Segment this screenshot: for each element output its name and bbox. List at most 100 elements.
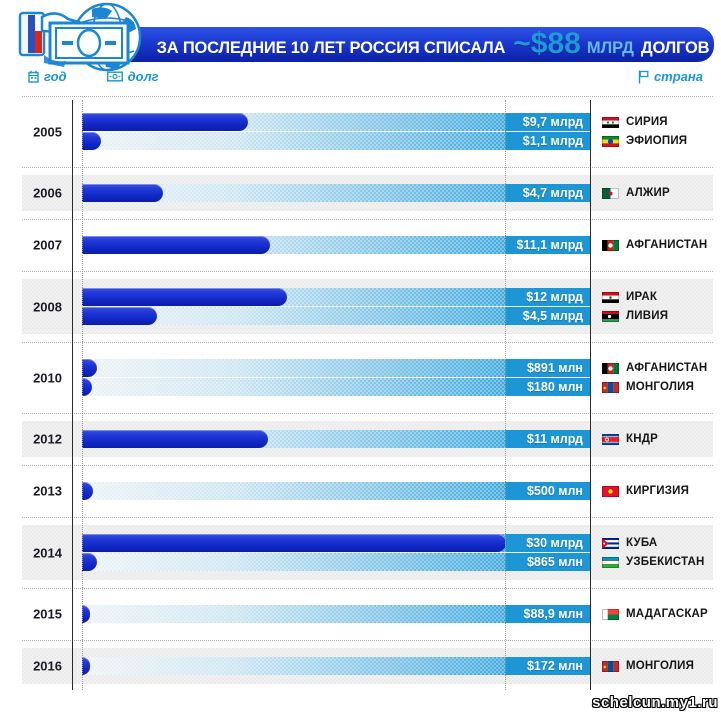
north-korea-flag-icon — [602, 433, 619, 445]
bar-track: $500 млн — [82, 482, 590, 500]
year-band: $4,7 млрд АЛЖИР — [22, 175, 713, 211]
value-chip: $500 млн — [505, 482, 590, 500]
value-chip: $11,1 млрд — [505, 236, 590, 254]
value-label: $88,9 млн — [523, 607, 584, 621]
country-label: МОНГОЛИЯ — [626, 660, 695, 672]
debt-bar — [82, 605, 91, 623]
country-label: ЛИВИЯ — [626, 310, 669, 322]
value-label: $865 млн — [526, 555, 583, 569]
bar-track: $172 млн — [82, 657, 590, 675]
year-group-2012: 2012 $11 млрд КНДР — [0, 413, 721, 465]
total-amount: ~$88 — [513, 27, 581, 60]
header: ЗА ПОСЛЕДНИЕ 10 ЛЕТ РОССИЯ СПИСАЛА ~$88 … — [0, 0, 721, 96]
debt-bar — [82, 534, 507, 552]
year-label: 2015 — [33, 606, 62, 622]
libya-flag-icon — [602, 310, 619, 322]
syria-flag-icon — [602, 116, 619, 128]
legend-year: год — [28, 69, 67, 84]
bar-track: $30 млрд — [82, 534, 590, 552]
year-group-2015: 2015 $88,9 млн МАДАГАСКАР — [0, 588, 721, 640]
bar-row: $4,7 млрд АЛЖИР — [82, 184, 713, 202]
value-label: $12 млрд — [526, 290, 583, 304]
year-band: $11 млрд КНДР — [22, 421, 713, 457]
year-label: 2005 — [33, 124, 62, 139]
value-label: $11,1 млрд — [516, 238, 583, 252]
year-label: 2014 — [33, 545, 62, 560]
year-label: 2016 — [33, 658, 62, 674]
title-prefix: ЗА ПОСЛЕДНИЕ 10 ЛЕТ РОССИЯ СПИСАЛА — [156, 39, 506, 57]
bar-track: $12 млрд — [82, 288, 590, 306]
country-cell: АФГАНИСТАН — [602, 239, 707, 251]
country-label: КИРГИЗИЯ — [626, 485, 690, 497]
country-cell: ИРАК — [602, 291, 657, 303]
bar-row: $500 млн КИРГИЗИЯ — [82, 482, 713, 500]
country-label: КНДР — [626, 433, 658, 445]
bar-track: $9,7 млрд — [82, 113, 590, 131]
chart-rows: 2005 $9,7 млрд СИРИЯ $1,1 млрд ЭФИОПИЯ 2006 $4… — [0, 96, 721, 692]
country-cell: ЛИВИЯ — [602, 310, 668, 322]
bar-track: $180 млн — [82, 378, 590, 396]
value-chip: $1,1 млрд — [505, 132, 590, 150]
legend-debt: долг — [106, 69, 159, 84]
value-label: $30 млрд — [526, 536, 583, 550]
banknote-icon — [106, 71, 123, 82]
year-group-2005: 2005 $9,7 млрд СИРИЯ $1,1 млрд ЭФИОПИЯ — [0, 96, 721, 167]
debt-bar — [82, 184, 163, 202]
year-group-2016: 2016 $172 млн МОНГОЛИЯ — [0, 640, 721, 692]
chart: 2005 $9,7 млрд СИРИЯ $1,1 млрд ЭФИОПИЯ 2006 $4… — [0, 96, 721, 692]
debt-bar — [82, 482, 94, 500]
debt-bar — [82, 288, 288, 306]
money-hand-globe-icon — [18, 2, 142, 72]
country-label: МАДАГАСКАР — [626, 608, 708, 620]
country-cell: КНДР — [602, 433, 658, 445]
year-band: $30 млрд КУБА $865 млн УЗБЕКИСТАН — [22, 525, 713, 580]
kyrgyzstan-flag-icon — [602, 485, 619, 497]
bar-row: $180 млн МОНГОЛИЯ — [82, 378, 713, 396]
legend-country: страна — [638, 69, 703, 84]
year-band: $891 млн АФГАНИСТАН $180 млн МОНГОЛИЯ — [22, 350, 713, 405]
country-cell: МАДАГАСКАР — [602, 608, 708, 620]
mongolia-flag-icon — [602, 660, 619, 672]
bar-track: $891 млн — [82, 359, 590, 377]
debt-bar — [82, 657, 91, 675]
madagascar-flag-icon — [602, 608, 619, 620]
bar-row: $172 млн МОНГОЛИЯ — [82, 657, 713, 675]
year-group-2007: 2007 $11,1 млрд АФГАНИСТАН — [0, 219, 721, 271]
bar-row: $9,7 млрд СИРИЯ — [82, 113, 713, 131]
value-label: $4,7 млрд — [522, 186, 583, 200]
value-label: $500 млн — [526, 484, 583, 498]
watermark: schelcun.my1.ru — [592, 694, 718, 711]
title-suffix: ДОЛГОВ — [640, 39, 710, 57]
country-label: УЗБЕКИСТАН — [626, 556, 705, 568]
value-chip: $9,7 млрд — [505, 113, 590, 131]
legend-country-label: страна — [653, 69, 703, 84]
country-label: АЛЖИР — [626, 187, 670, 199]
country-label: АФГАНИСТАН — [626, 362, 708, 374]
debt-bar — [82, 430, 268, 448]
title-banner: ЗА ПОСЛЕДНИЕ 10 ЛЕТ РОССИЯ СПИСАЛА ~$88 … — [52, 27, 714, 62]
country-cell: МОНГОЛИЯ — [602, 660, 694, 672]
bar-track: $4,5 млрд — [82, 307, 590, 325]
bar-row: $11 млрд КНДР — [82, 430, 713, 448]
country-cell: КИРГИЗИЯ — [602, 485, 689, 497]
legend-debt-label: долг — [127, 69, 159, 84]
total-amount-unit: МЛРД — [586, 39, 634, 57]
value-chip: $891 млн — [505, 359, 590, 377]
year-band: $88,9 млн МАДАГАСКАР — [22, 596, 713, 632]
year-group-2014: 2014 $30 млрд КУБА $865 млн УЗБЕКИСТАН — [0, 517, 721, 588]
bar-track: $4,7 млрд — [82, 184, 590, 202]
country-cell: МОНГОЛИЯ — [602, 381, 694, 393]
legend-left: год долг — [28, 69, 159, 84]
bar-row: $30 млрд КУБА — [82, 534, 713, 552]
bar-track: $11,1 млрд — [82, 236, 590, 254]
country-label: МОНГОЛИЯ — [626, 381, 695, 393]
debt-bar — [82, 236, 270, 254]
bar-row: $1,1 млрд ЭФИОПИЯ — [82, 132, 713, 150]
country-cell: ЭФИОПИЯ — [602, 135, 687, 147]
country-cell: УЗБЕКИСТАН — [602, 556, 705, 568]
value-chip: $865 млн — [505, 553, 590, 571]
value-chip: $4,5 млрд — [505, 307, 590, 325]
value-chip: $12 млрд — [505, 288, 590, 306]
value-chip: $4,7 млрд — [505, 184, 590, 202]
value-chip: $30 млрд — [505, 534, 590, 552]
